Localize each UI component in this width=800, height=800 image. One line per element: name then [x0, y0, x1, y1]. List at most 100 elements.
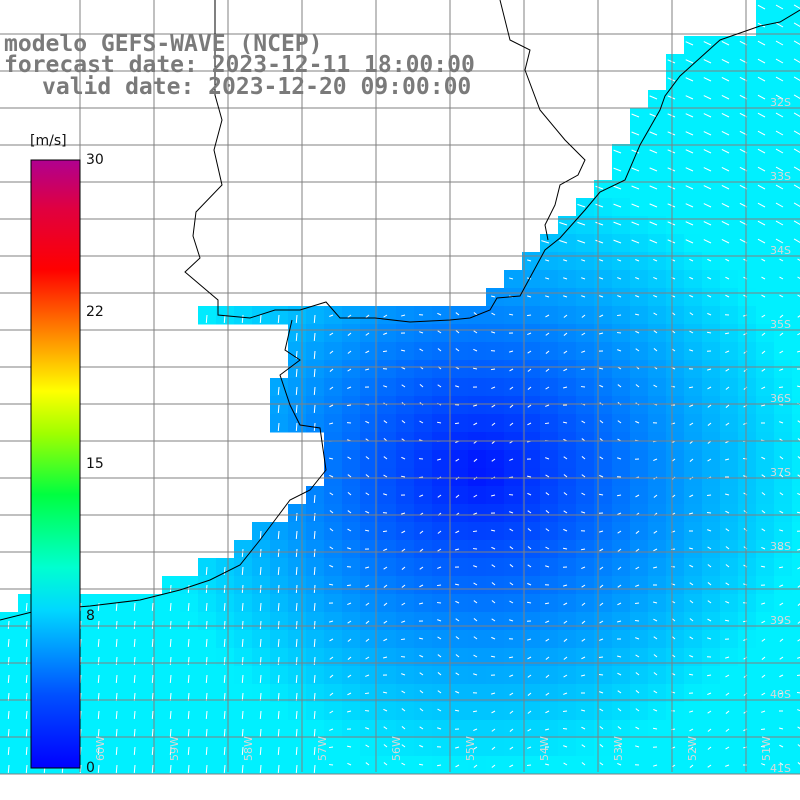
wind-cell	[720, 270, 739, 289]
wind-cell	[648, 126, 667, 145]
wind-cell	[648, 378, 667, 397]
wind-vector	[653, 566, 658, 569]
wind-cell	[576, 234, 595, 253]
wind-cell	[450, 648, 469, 667]
wind-vector	[509, 528, 514, 532]
wind-vector	[205, 314, 208, 324]
wind-vector	[328, 746, 334, 749]
wind-vector	[223, 674, 226, 684]
wind-cell	[756, 324, 775, 343]
wind-vector	[667, 167, 676, 172]
wind-vector	[688, 386, 694, 389]
wind-vector	[703, 131, 712, 136]
wind-cell	[342, 504, 361, 523]
wind-vector	[757, 184, 766, 190]
wind-vector	[527, 368, 532, 372]
wind-vector	[509, 511, 514, 514]
wind-vector	[598, 493, 604, 496]
wind-vector	[61, 674, 64, 684]
wind-vector	[778, 566, 784, 569]
wind-vector	[707, 258, 712, 262]
wind-cell	[414, 468, 433, 487]
wind-cell	[378, 720, 397, 739]
wind-cell	[396, 594, 415, 613]
wind-vector	[241, 602, 244, 612]
wind-vector	[455, 548, 460, 551]
wind-vector	[667, 77, 676, 82]
wind-vector	[436, 421, 442, 424]
wind-cell	[360, 756, 379, 775]
wind-cell	[396, 450, 415, 469]
wind-vector	[527, 656, 532, 660]
wind-vector	[580, 548, 586, 551]
wind-cell	[648, 468, 667, 487]
wind-vector	[545, 457, 550, 460]
wind-vector	[775, 220, 784, 226]
wind-vector	[775, 76, 784, 82]
wind-vector	[365, 656, 370, 660]
wind-cell	[576, 324, 595, 343]
wind-vector	[703, 221, 712, 226]
wind-cell	[432, 738, 451, 757]
wind-vector	[473, 312, 478, 316]
wind-cell	[774, 756, 793, 775]
wind-vector	[725, 656, 730, 659]
wind-cell	[684, 270, 703, 289]
wind-cell	[504, 522, 523, 541]
wind-cell	[504, 558, 523, 577]
wind-cell	[594, 684, 613, 703]
wind-cell	[324, 630, 343, 649]
wind-vector	[775, 22, 784, 28]
wind-vector	[725, 386, 730, 390]
colorbar-tick-15: 15	[86, 456, 104, 472]
wind-cell	[684, 252, 703, 271]
wind-vector	[401, 690, 406, 694]
wind-vector	[364, 529, 370, 532]
wind-vector	[205, 764, 208, 774]
wind-cell	[792, 504, 800, 523]
wind-vector	[419, 530, 424, 534]
wind-vector	[347, 368, 352, 372]
wind-vector	[437, 384, 442, 388]
wind-cell	[720, 558, 739, 577]
wind-cell	[486, 702, 505, 721]
wind-cell	[486, 612, 505, 631]
wind-vector	[599, 620, 604, 624]
wind-vector	[631, 203, 640, 208]
wind-vector	[667, 113, 676, 118]
wind-vector	[43, 746, 46, 756]
wind-vector	[545, 565, 550, 568]
wind-vector	[365, 474, 370, 478]
wind-cell	[576, 558, 595, 577]
wind-vector	[382, 530, 388, 533]
wind-vector	[313, 764, 316, 774]
wind-cell	[648, 324, 667, 343]
wind-vector	[329, 510, 334, 514]
wind-cell	[432, 648, 451, 667]
wind-cell	[702, 630, 721, 649]
wind-cell	[522, 270, 541, 289]
wind-vector	[545, 474, 550, 478]
wind-vector	[115, 674, 118, 684]
wind-vector	[577, 221, 586, 226]
wind-cell	[396, 576, 415, 595]
wind-vector	[115, 620, 118, 630]
wind-cell	[648, 198, 667, 217]
wind-vector	[241, 638, 244, 648]
wind-vector	[25, 728, 28, 738]
wind-cell	[576, 522, 595, 541]
wind-vector	[545, 386, 550, 390]
wind-vector	[706, 331, 712, 334]
wind-vector	[689, 330, 694, 334]
wind-vector	[491, 692, 496, 695]
wind-cell	[666, 144, 685, 163]
wind-cell	[414, 414, 433, 433]
wind-vector	[347, 456, 352, 460]
wind-cell	[504, 738, 523, 757]
wind-vector	[721, 238, 730, 244]
wind-vector	[295, 566, 298, 576]
wind-vector	[455, 764, 460, 768]
wind-cell	[396, 414, 415, 433]
wind-vector	[563, 492, 568, 496]
wind-vector	[653, 276, 658, 280]
